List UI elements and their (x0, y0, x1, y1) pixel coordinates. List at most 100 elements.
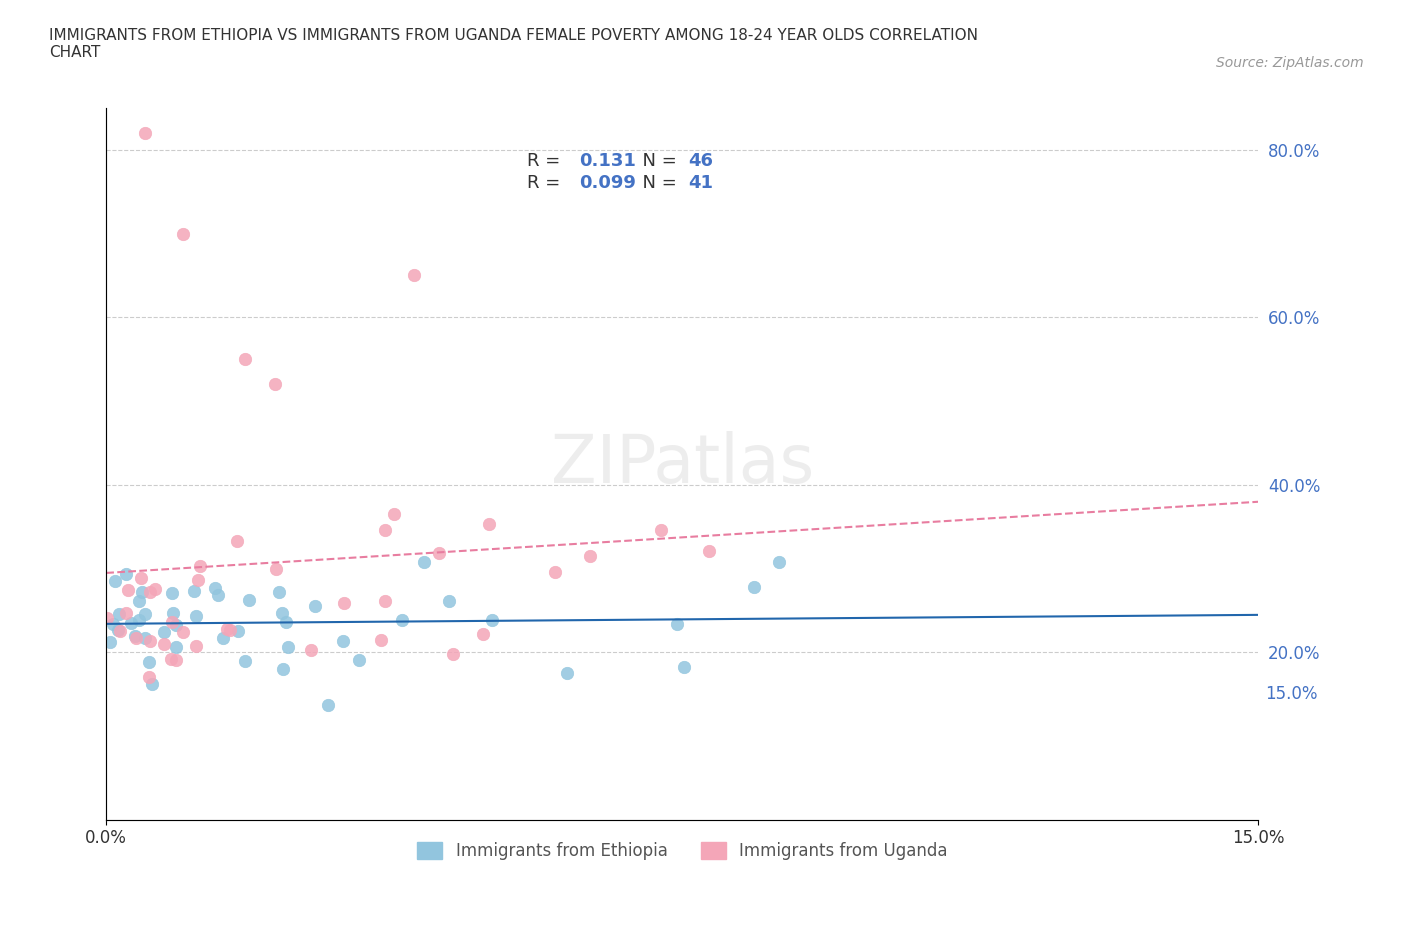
Point (226, 533, 249, 548)
Point (134, 126, 156, 140)
Point (332, 633, 354, 648)
Point (233, 352, 256, 366)
Point (101, 617, 124, 631)
Point (439, 593, 461, 608)
Point (212, 631, 235, 645)
Point (579, 549, 602, 564)
Point (115, 566, 138, 581)
Text: Source: ZipAtlas.com: Source: ZipAtlas.com (1216, 56, 1364, 70)
Point (162, 605, 184, 620)
Point (370, 632, 392, 647)
Point (131, 584, 153, 599)
Point (472, 627, 495, 642)
Point (267, 585, 290, 600)
Point (274, 614, 297, 629)
Point (277, 640, 299, 655)
Point (160, 615, 183, 630)
Point (481, 613, 503, 628)
Point (108, 607, 131, 622)
Point (162, 586, 184, 601)
Point (742, 579, 765, 594)
Point (186, 608, 208, 623)
Point (264, 377, 287, 392)
Point (412, 554, 434, 569)
Point (108, 623, 131, 638)
Point (104, 574, 127, 589)
Point (333, 595, 356, 610)
Point (271, 661, 294, 676)
Point (429, 546, 451, 561)
Point (129, 570, 152, 585)
Point (299, 643, 322, 658)
Text: 46: 46 (688, 153, 713, 170)
Point (264, 562, 287, 577)
Legend: Immigrants from Ethiopia, Immigrants from Uganda: Immigrants from Ethiopia, Immigrants fro… (409, 833, 956, 868)
Point (139, 633, 162, 648)
Text: R =: R = (527, 153, 565, 170)
Text: ZIPatlas: ZIPatlas (551, 431, 814, 497)
Point (160, 651, 183, 666)
Point (666, 617, 689, 631)
Point (165, 653, 187, 668)
Point (215, 621, 238, 636)
Text: N =: N = (630, 153, 682, 170)
Point (304, 599, 326, 614)
Point (441, 646, 464, 661)
Point (347, 653, 370, 668)
Point (134, 631, 156, 645)
Point (165, 618, 187, 632)
Point (96, 611, 118, 626)
Point (165, 639, 187, 654)
Point (673, 660, 696, 675)
Text: IMMIGRANTS FROM ETHIOPIA VS IMMIGRANTS FROM UGANDA FEMALE POVERTY AMONG 18-24 YE: IMMIGRANTS FROM ETHIOPIA VS IMMIGRANTS F… (49, 28, 979, 60)
Point (183, 583, 205, 598)
Point (128, 593, 150, 608)
Point (204, 580, 226, 595)
Point (207, 587, 229, 602)
Point (172, 226, 194, 241)
Point (391, 613, 413, 628)
Text: 0.131: 0.131 (579, 153, 636, 170)
Point (125, 631, 148, 645)
Text: 41: 41 (688, 174, 713, 192)
Text: 15.0%: 15.0% (1265, 685, 1317, 703)
Point (190, 559, 212, 574)
Point (141, 677, 163, 692)
Text: N =: N = (630, 174, 682, 192)
Point (124, 629, 146, 644)
Point (402, 268, 425, 283)
Point (138, 655, 160, 670)
Point (98, 635, 121, 650)
Point (650, 523, 672, 538)
Point (226, 624, 249, 639)
Text: R =: R = (527, 174, 565, 192)
Point (138, 670, 160, 684)
Point (374, 523, 396, 538)
Point (120, 616, 142, 631)
Point (117, 583, 139, 598)
Point (768, 555, 790, 570)
Point (544, 565, 567, 579)
Point (107, 623, 129, 638)
Point (184, 639, 207, 654)
Point (218, 622, 240, 637)
Point (697, 544, 720, 559)
Point (153, 636, 176, 651)
Point (115, 606, 138, 621)
Point (233, 654, 256, 669)
Point (143, 581, 166, 596)
Point (478, 516, 501, 531)
Point (270, 605, 292, 620)
Text: 0.099: 0.099 (579, 174, 636, 192)
Point (316, 698, 339, 712)
Point (128, 613, 150, 628)
Point (374, 593, 396, 608)
Point (238, 592, 260, 607)
Point (139, 584, 162, 599)
Point (382, 507, 405, 522)
Point (152, 624, 174, 639)
Point (172, 624, 194, 639)
Point (134, 607, 156, 622)
Point (186, 573, 208, 588)
Point (555, 666, 578, 681)
